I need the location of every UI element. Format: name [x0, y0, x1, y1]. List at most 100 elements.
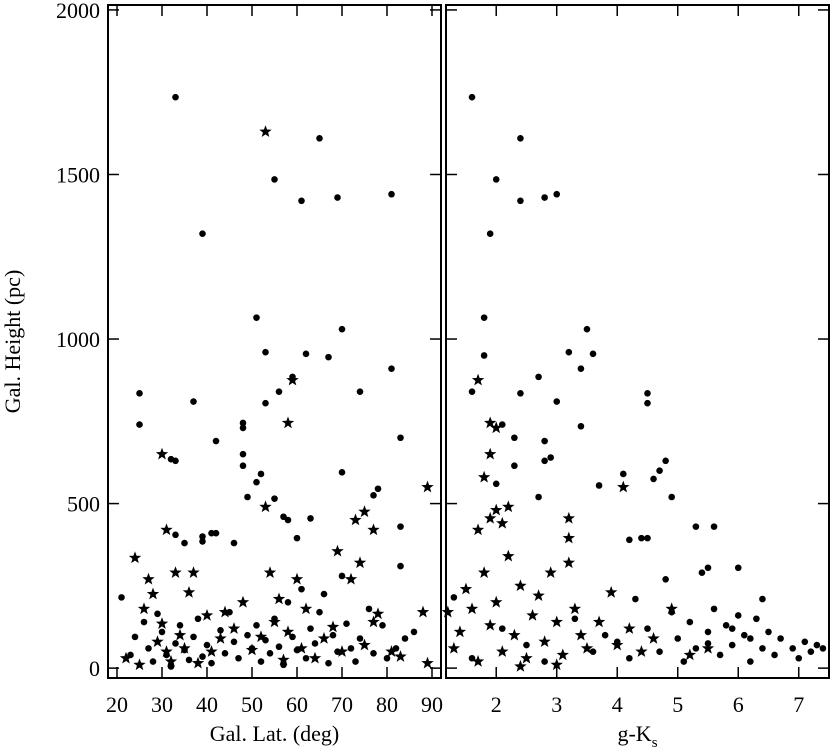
dot-point	[656, 467, 663, 474]
star-point	[353, 556, 367, 569]
dot-point	[118, 594, 125, 601]
dot-point	[284, 516, 292, 524]
x-tick-label: 60	[286, 692, 308, 717]
star-point	[191, 656, 205, 669]
dot-point	[722, 622, 730, 629]
plot-frame	[107, 4, 442, 679]
dot-point	[190, 398, 197, 405]
star-point	[483, 511, 497, 524]
dot-point	[185, 656, 193, 664]
dot-point	[583, 325, 591, 333]
star-point	[178, 641, 191, 654]
dot-point	[589, 350, 597, 358]
dot-point	[511, 462, 518, 470]
dot-point	[257, 658, 265, 665]
star-point	[496, 516, 509, 529]
dot-point	[680, 658, 688, 665]
dot-point	[789, 645, 796, 652]
star-point	[335, 645, 349, 657]
dot-point	[492, 176, 500, 183]
star-point	[496, 645, 509, 657]
star-point	[416, 605, 430, 618]
star-point	[299, 602, 313, 615]
dot-point	[140, 618, 148, 626]
star-point	[580, 641, 594, 654]
dot-point	[253, 478, 260, 486]
dot-point	[771, 651, 778, 659]
panel: 2 3 4 5 6 7 g-Ks	[441, 4, 830, 748]
star-point	[562, 556, 576, 569]
dot-point	[468, 93, 476, 101]
dot-point	[307, 625, 314, 632]
x-axis-label-main: g-K	[617, 721, 651, 746]
star-point	[483, 447, 497, 460]
dot-point	[244, 493, 251, 501]
dot-point	[338, 325, 346, 333]
dot-point	[298, 197, 305, 205]
dot-point	[284, 599, 292, 606]
dot-point	[650, 475, 657, 483]
star-point	[155, 617, 169, 629]
dot-point	[710, 523, 718, 530]
dot-point	[480, 314, 488, 321]
star-point	[508, 628, 521, 641]
x-tick-label: 6	[733, 692, 744, 717]
star-point	[317, 632, 331, 644]
dot-point	[235, 654, 242, 662]
dot-point	[145, 645, 152, 652]
y-tick-label: 500	[67, 492, 100, 517]
star-point	[169, 566, 182, 578]
star-point	[502, 500, 515, 513]
y-tick-label: 1000	[56, 327, 100, 352]
dot-point	[352, 658, 359, 665]
star-point	[550, 615, 563, 628]
star-point	[514, 579, 527, 592]
dot-point	[212, 529, 220, 537]
star-point	[550, 658, 563, 671]
dot-point	[644, 390, 651, 397]
dot-point	[199, 230, 206, 238]
star-point	[164, 655, 178, 667]
star-point	[471, 373, 485, 386]
x-axis-label: Gal. Lat. (deg)	[210, 721, 340, 746]
dot-point	[379, 622, 386, 629]
star-point	[526, 608, 539, 621]
dot-point	[239, 424, 247, 432]
dot-point	[619, 470, 627, 478]
star-point	[151, 635, 164, 648]
dot-point	[136, 421, 143, 428]
dot-point	[498, 625, 506, 632]
star-point	[617, 480, 630, 493]
star-point	[514, 659, 527, 672]
x-tick-label: 40	[196, 692, 218, 717]
dot-point	[212, 437, 220, 445]
panel: 20 30 40 50 60 70 80 90 0 500 1000 1500 2000 Gal. Lat…	[0, 0, 443, 746]
star-point	[268, 615, 281, 628]
star-point	[605, 585, 618, 598]
dot-point	[401, 635, 409, 642]
dot-point	[734, 564, 742, 572]
dot-point	[190, 633, 197, 641]
star-point	[295, 641, 308, 654]
dot-point	[819, 645, 827, 652]
dot-point	[397, 523, 404, 530]
star-point	[236, 595, 250, 608]
star-point	[592, 615, 606, 628]
dot-point	[302, 654, 310, 662]
dot-point	[541, 457, 548, 465]
dot-point	[370, 492, 377, 499]
y-tick-label: 0	[89, 656, 100, 681]
star-point	[160, 523, 173, 536]
dot-point	[239, 419, 247, 427]
dot-point	[674, 635, 682, 642]
dot-point	[740, 631, 748, 639]
dot-point	[181, 539, 188, 547]
dot-point	[307, 515, 314, 522]
x-tick-label: 2	[491, 692, 502, 717]
dot-point	[271, 495, 278, 502]
dot-point	[410, 628, 418, 636]
dot-point	[172, 640, 179, 647]
dot-point	[747, 658, 754, 665]
star-point	[574, 628, 588, 641]
dot-point	[486, 230, 494, 238]
